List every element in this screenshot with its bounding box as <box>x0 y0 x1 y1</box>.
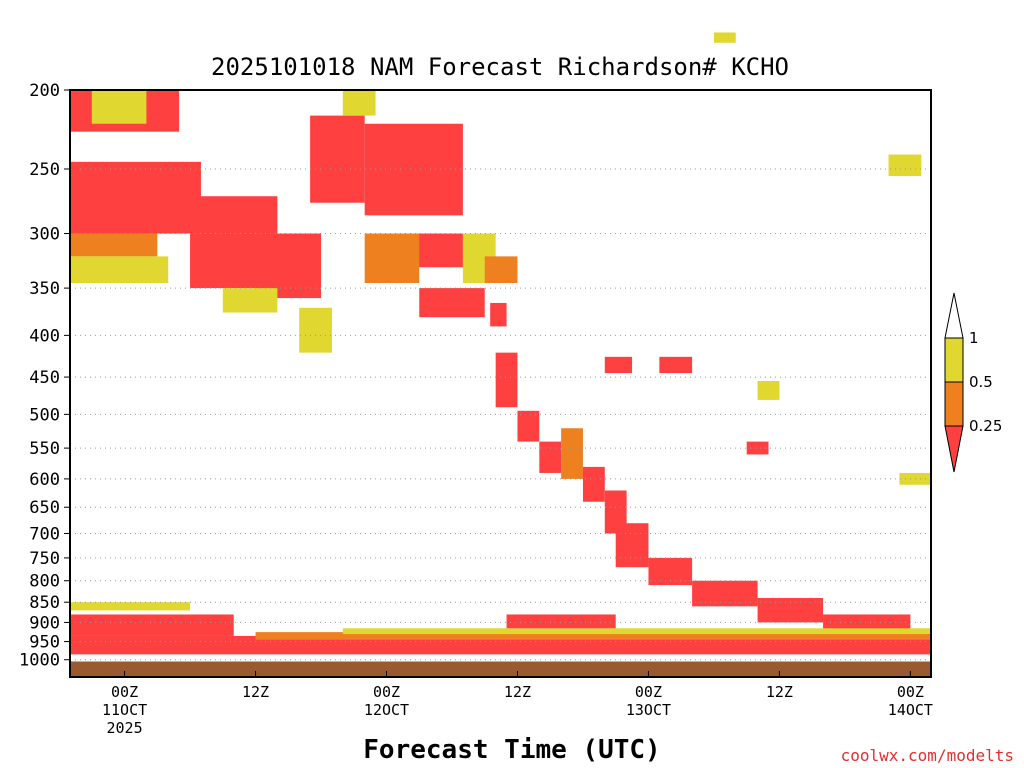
ri-cell-mid <box>342 628 931 635</box>
ri-cell-mid <box>222 288 278 313</box>
ri-cell-lowest <box>692 580 758 607</box>
plot-frame <box>69 89 932 678</box>
y-tick-label-400: 400 <box>29 326 60 346</box>
ri-cell-lowest <box>604 490 627 534</box>
ri-cell-lowest <box>70 614 234 636</box>
ground-layer <box>70 661 931 677</box>
colorbar-label: 1 <box>969 329 979 347</box>
colorbar-low <box>944 381 964 427</box>
ri-cell-lowest <box>746 441 769 455</box>
ri-cell-lowest <box>539 441 562 473</box>
ri-cell-mid <box>299 307 332 353</box>
x-tick-label: 12OCT <box>364 701 409 719</box>
y-tick-label-850: 850 <box>29 593 60 613</box>
y-tick-label-700: 700 <box>29 524 60 544</box>
ri-cell-lowest <box>615 523 649 568</box>
ri-cell-lowest <box>517 410 540 442</box>
ri-cell-lowest <box>364 123 463 216</box>
x-tick-label: 12Z <box>504 683 531 701</box>
y-tick-label-650: 650 <box>29 498 60 518</box>
y-tick-label-450: 450 <box>29 368 60 388</box>
ri-cell-lowest <box>70 635 931 655</box>
ri-cell-lowest <box>419 288 485 318</box>
y-tick-label-500: 500 <box>29 405 60 425</box>
x-tick-label: 2025 <box>107 719 143 737</box>
x-tick-label: 12Z <box>766 683 793 701</box>
ri-cell-low <box>561 428 583 479</box>
ri-cell-mid <box>713 32 736 43</box>
credit-text: coolwx.com/modelts <box>841 746 1014 765</box>
x-tick-label: 11OCT <box>102 701 147 719</box>
y-tick-label-950: 950 <box>29 633 60 653</box>
y-tick-label-250: 250 <box>29 160 60 180</box>
ground-fill <box>70 661 931 677</box>
y-tick-label-350: 350 <box>29 279 60 299</box>
ri-cell-mid <box>91 90 147 124</box>
grid-lines <box>70 89 931 661</box>
x-tick-label: 14OCT <box>888 701 933 719</box>
y-tick-label-200: 200 <box>29 81 60 101</box>
ri-cell-lowest <box>823 614 911 631</box>
ri-cell-mid <box>70 602 191 611</box>
x-tick-label: 00Z <box>635 683 662 701</box>
ri-cell-lowest <box>582 466 605 502</box>
ri-cell-lowest <box>255 233 322 299</box>
ri-cell-lowest <box>757 598 824 623</box>
x-tick-label: 13OCT <box>626 701 671 719</box>
y-tick-label-750: 750 <box>29 549 60 569</box>
y-tick-label-300: 300 <box>29 225 60 245</box>
ri-cell-low <box>70 233 158 257</box>
ri-cell-mid <box>70 256 169 284</box>
ri-cell-mid <box>342 90 376 116</box>
ri-cell-lowest <box>490 302 507 327</box>
ri-cell-lowest <box>70 161 201 234</box>
ri-cell-lowest <box>506 614 616 629</box>
x-axis-label: Forecast Time (UTC) <box>363 735 660 765</box>
ri-cell-lowest <box>659 356 693 374</box>
y-tick-label-1000: 1000 <box>19 651 60 671</box>
ri-cell-lowest <box>604 356 633 374</box>
colorbar-label: 0.25 <box>969 417 1002 435</box>
x-tick-label: 00Z <box>111 683 138 701</box>
colorbar-label: 0.5 <box>969 373 993 391</box>
y-axis-ticks: 200 250 300 350 400 450 500 550 600 650 700 750 8008… <box>19 81 70 671</box>
ri-cell-low <box>255 632 932 640</box>
ri-cell-low <box>484 256 518 284</box>
ri-cell-low <box>364 233 420 284</box>
x-tick-label: 12Z <box>242 683 269 701</box>
richardson-cells <box>70 32 932 655</box>
colorbar-mid <box>944 337 964 383</box>
y-tick-label-900: 900 <box>29 613 60 633</box>
x-tick-label: 00Z <box>897 683 924 701</box>
colorbar: 1 0.5 0.25 <box>944 292 1002 473</box>
colorbar-top-arrow <box>944 292 964 339</box>
x-tick-label: 00Z <box>373 683 400 701</box>
y-tick-label-600: 600 <box>29 470 60 490</box>
chart-title: 2025101018 NAM Forecast Richardson# KCHO <box>211 53 789 81</box>
ri-cell-lowest <box>495 352 518 408</box>
ri-cell-mid <box>757 380 780 400</box>
y-tick-label-550: 550 <box>29 439 60 459</box>
ri-cell-lowest <box>310 115 365 203</box>
colorbar-bottom-arrow <box>944 425 964 473</box>
ri-cell-mid <box>888 154 922 177</box>
y-tick-label-800: 800 <box>29 572 60 592</box>
